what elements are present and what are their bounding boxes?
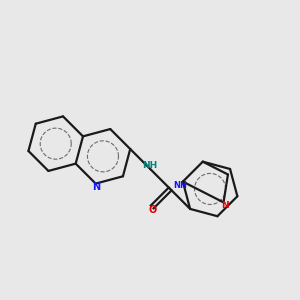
Text: NH: NH — [173, 181, 188, 190]
Text: O: O — [148, 205, 156, 215]
Text: N: N — [221, 202, 229, 211]
Text: N: N — [92, 182, 100, 192]
Text: NH: NH — [142, 161, 158, 170]
